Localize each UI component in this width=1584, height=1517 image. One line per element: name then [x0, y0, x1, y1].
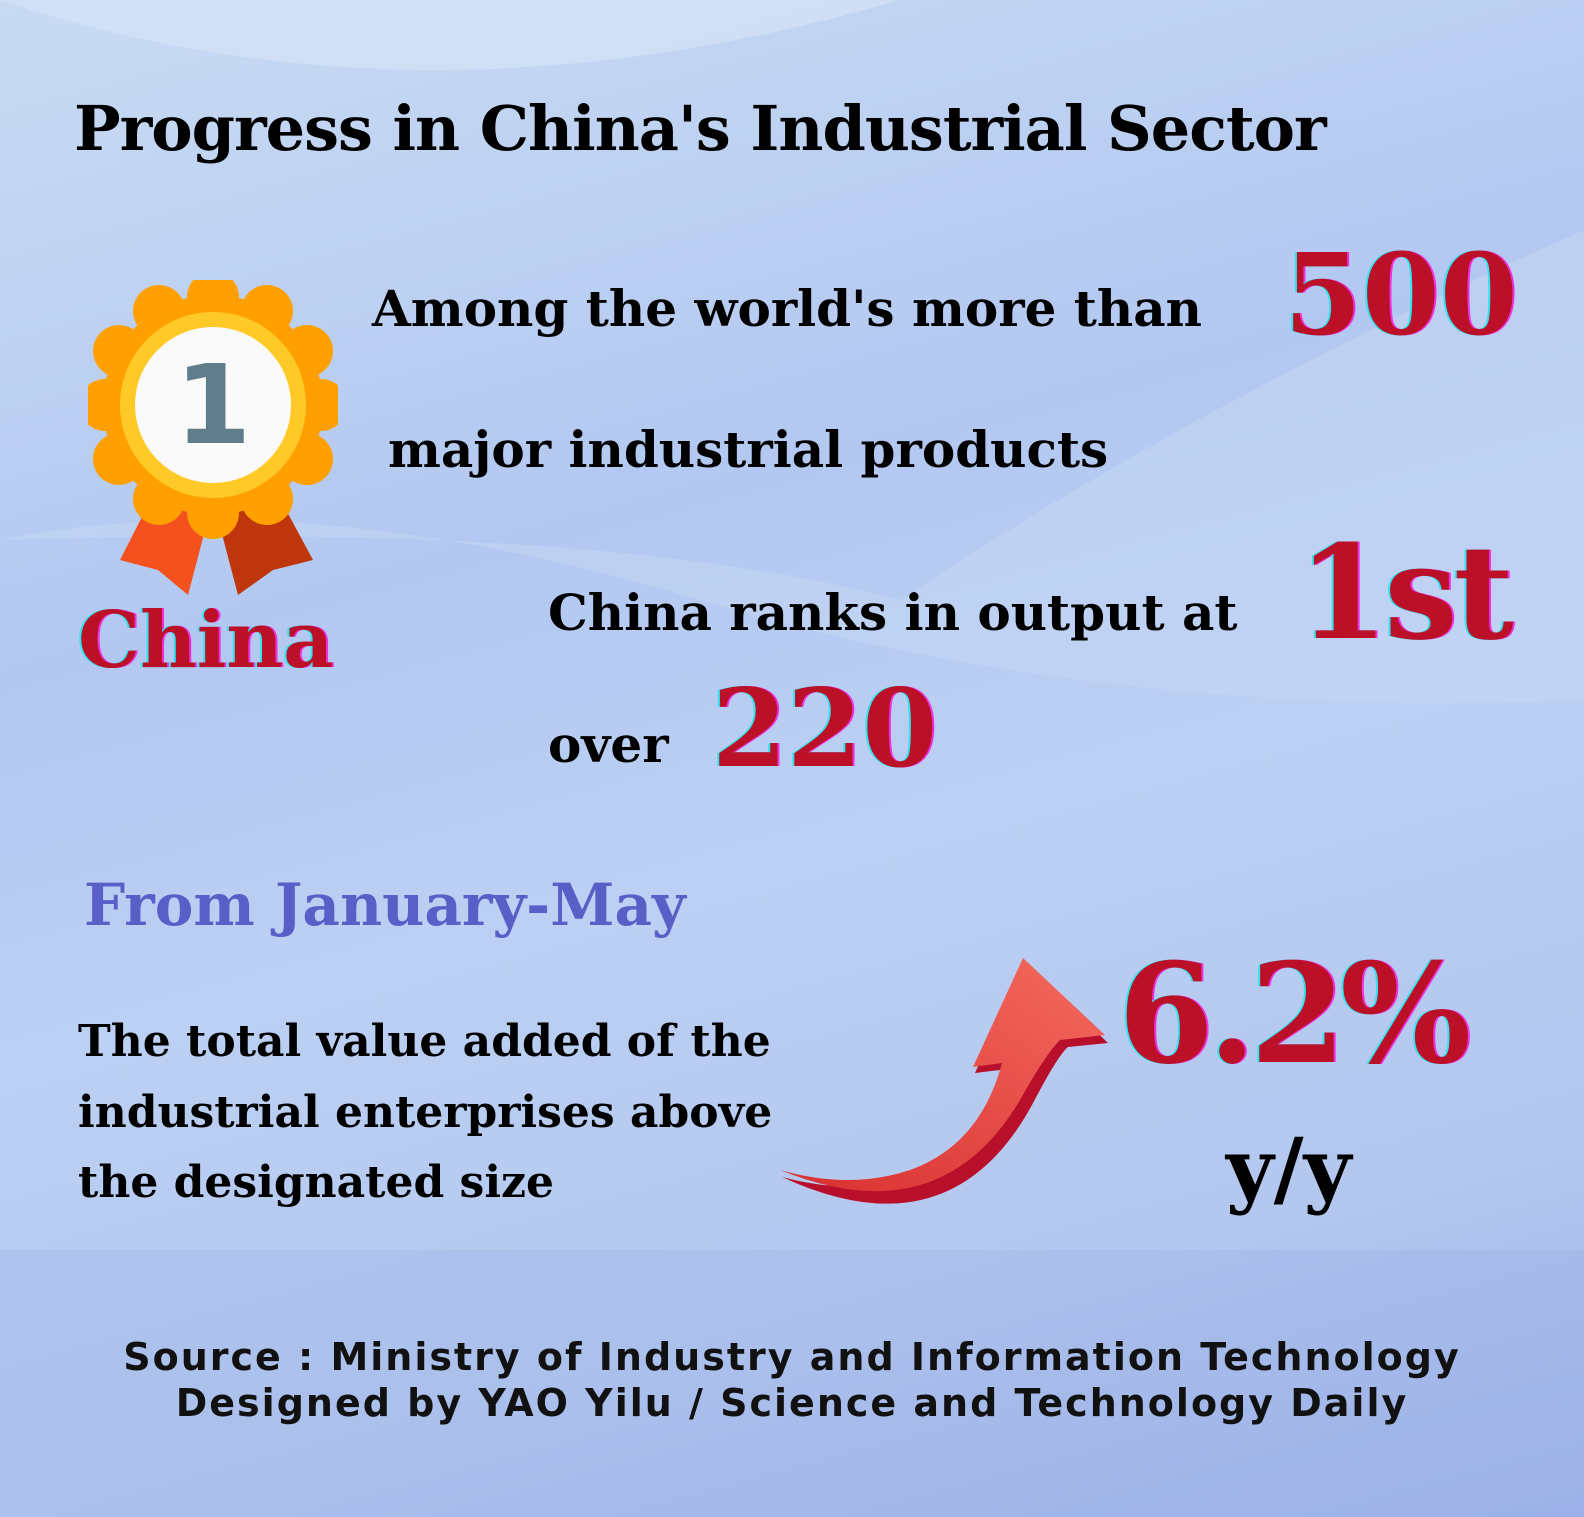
up-arrow-icon	[780, 958, 1108, 1204]
growth-desc-3: the designated size	[78, 1157, 555, 1208]
source-text: Source : Ministry of Industry and Inform…	[123, 1335, 1461, 1379]
stat-line-4: over	[548, 715, 669, 774]
medal-icon: 1	[88, 280, 338, 595]
page-title: Progress in China's Industrial Sector	[74, 92, 1327, 165]
medal-rank: 1	[175, 341, 252, 469]
stat-line-2: major industrial products	[388, 420, 1109, 479]
medal-label: China	[78, 595, 334, 686]
growth-unit: y/y	[1226, 1121, 1352, 1217]
growth-desc-1: The total value added of the	[78, 1016, 771, 1067]
ranked-count: 220	[712, 666, 938, 792]
stat-line-1: Among the world's more than	[372, 279, 1203, 338]
growth-value: 6.2%	[1118, 932, 1471, 1095]
period-heading: From January-May	[84, 871, 686, 939]
credit-text: Designed by YAO Yilu / Science and Techn…	[175, 1381, 1409, 1425]
growth-desc-2: industrial enterprises above	[78, 1087, 773, 1138]
stat-line-3: China ranks in output at	[548, 583, 1238, 642]
products-count: 500	[1284, 230, 1518, 361]
rank-value: 1st	[1298, 516, 1514, 669]
